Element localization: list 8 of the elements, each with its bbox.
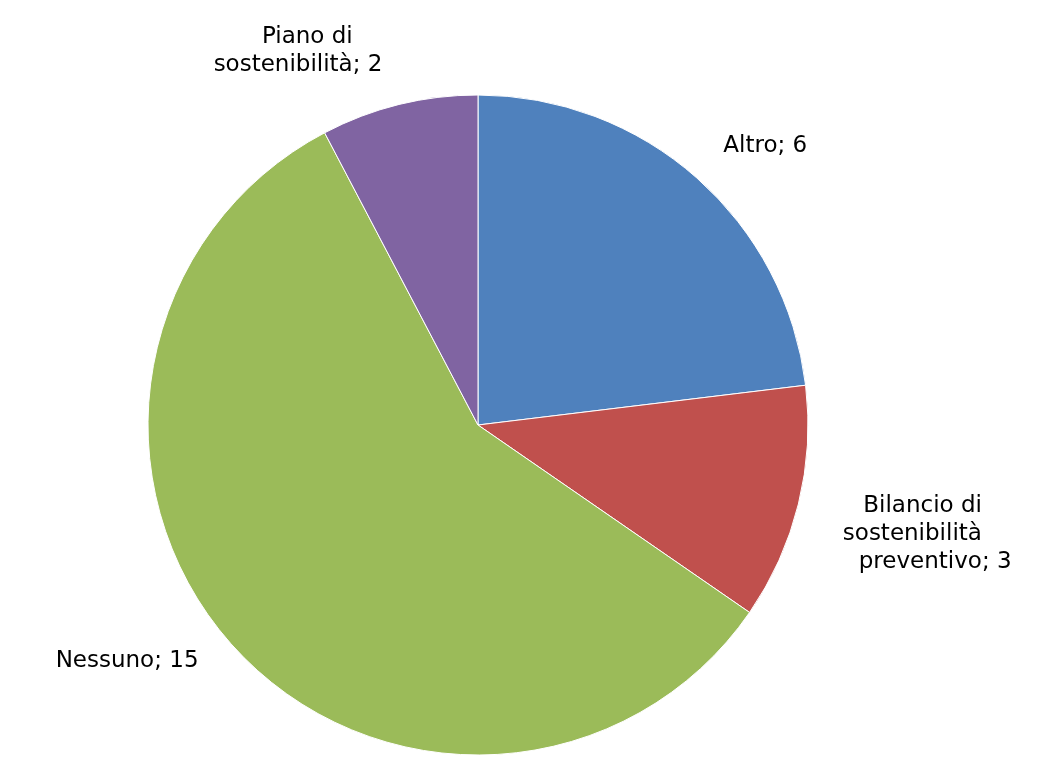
data-label: ; 3	[981, 547, 1012, 574]
data-label: ; 2	[352, 49, 383, 76]
slice-label: Bilancio di sostenibilità preventivo	[842, 491, 982, 574]
data-label: ; 15	[154, 646, 199, 673]
slice-label: Piano di sostenibilità	[213, 21, 353, 76]
slice-label: Nessuno	[55, 646, 155, 673]
data-label: ; 6	[777, 130, 808, 157]
slice-label: Altro	[723, 130, 778, 157]
